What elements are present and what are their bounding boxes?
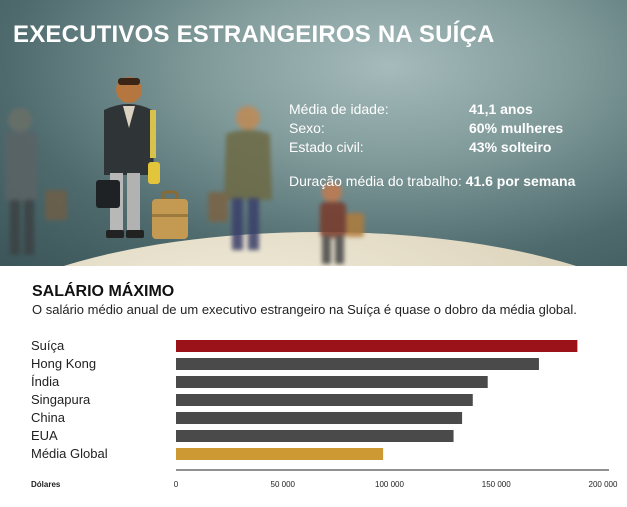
bar (176, 394, 473, 406)
tick-label: 50 000 (271, 480, 296, 489)
figurine-child-image (320, 182, 364, 264)
bar (176, 430, 454, 442)
bar (176, 358, 539, 370)
tick-label: 100 000 (375, 480, 404, 489)
bar (176, 340, 578, 352)
stat-row-age: Média de idade: 41,1 anos (289, 101, 619, 120)
stat-row-marital: Estado civil: 43% solteiro (289, 139, 619, 158)
tick-label: 200 000 (589, 480, 618, 489)
x-axis-label: Dólares (31, 480, 61, 489)
stat-label: Média de idade: (289, 101, 389, 117)
page-title: EXECUTIVOS ESTRANGEIROS NA SUÍÇA (13, 21, 495, 48)
category-label: Singapura (31, 392, 91, 407)
stat-value: 41.6 por semana (465, 173, 576, 189)
category-label: Média Global (31, 446, 108, 461)
tick-label: 0 (174, 480, 179, 489)
figurine-left-image (5, 108, 67, 255)
stats-panel: Média de idade: 41,1 anos Sexo: 60% mulh… (289, 101, 619, 189)
stat-row-work: Duração média do trabalho: 41.6 por sema… (289, 173, 575, 189)
category-label: Índia (31, 374, 60, 389)
category-label: Hong Kong (31, 356, 96, 371)
bar (176, 448, 384, 460)
stat-row-sex: Sexo: 60% mulheres (289, 120, 619, 139)
hero-banner: EXECUTIVOS ESTRANGEIROS NA SUÍÇA Média d… (0, 0, 627, 266)
bar (176, 376, 488, 388)
bar (176, 412, 463, 424)
category-label: Suíça (31, 338, 65, 353)
category-label: China (31, 410, 66, 425)
chart-title: SALÁRIO MÁXIMO (32, 283, 175, 300)
figurine-right-image (208, 106, 272, 250)
suitcase-image (152, 190, 188, 239)
tick-label: 150 000 (482, 480, 511, 489)
stat-label: Sexo: (289, 120, 325, 136)
businessman-figurine-image (96, 77, 160, 238)
stat-value: 41,1 anos (469, 101, 533, 117)
stat-label: Duração média do trabalho: (289, 173, 462, 189)
category-label: EUA (31, 428, 58, 443)
chart-subtitle: O salário médio anual de um executivo es… (32, 302, 577, 317)
stat-value: 60% mulheres (469, 120, 564, 136)
stat-label: Estado civil: (289, 139, 364, 155)
stat-value: 43% solteiro (469, 139, 552, 155)
